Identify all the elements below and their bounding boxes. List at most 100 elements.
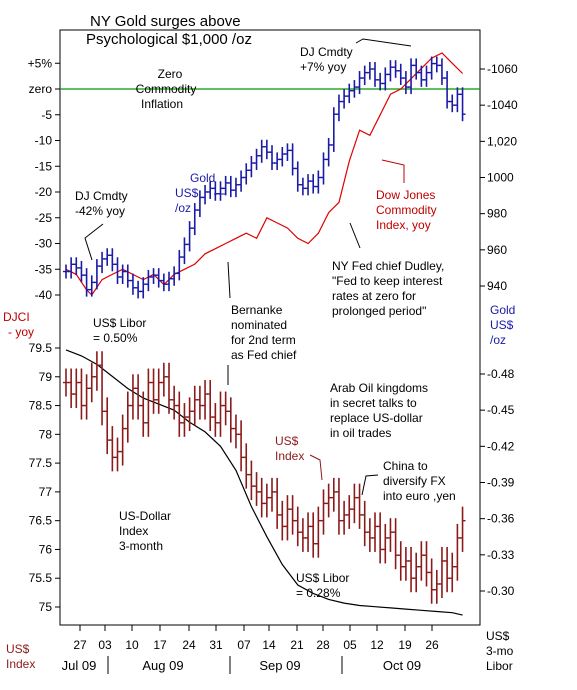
left-tick-label: -15 xyxy=(35,159,53,173)
x-tick-label: 24 xyxy=(182,638,196,652)
left-tick-label: 76.5 xyxy=(29,514,53,528)
month-label: Sep 09 xyxy=(259,658,300,673)
left-tick-label: 75 xyxy=(39,600,53,614)
x-tick-label: 28 xyxy=(316,638,330,652)
svg-text:"Fed to keep interest: "Fed to keep interest xyxy=(332,274,443,288)
right-tick-label: -0.33 xyxy=(487,548,515,562)
right-tick-label: -1060 xyxy=(487,62,518,76)
chart-title-line-2: Psychological $1,000 /oz xyxy=(86,31,252,48)
svg-text:nominated: nominated xyxy=(231,318,287,332)
svg-text:replace US-dollar: replace US-dollar xyxy=(330,411,423,425)
month-label: Aug 09 xyxy=(142,658,183,673)
right-tick-label: 1,020 xyxy=(487,134,517,148)
svg-text:= 0.50%: = 0.50% xyxy=(93,331,138,345)
usd-axis-label-2: Index xyxy=(6,657,35,671)
svg-text:Dow Jones: Dow Jones xyxy=(376,188,435,202)
svg-text:DJ Cmdty: DJ Cmdty xyxy=(300,45,353,59)
left-tick-label: +5% xyxy=(28,56,53,70)
right-tick-label: 1000 xyxy=(487,171,514,185)
x-tick-label: 27 xyxy=(73,638,87,652)
x-axis-months: Jul 09 Aug 09 Sep 09 Oct 09 xyxy=(62,656,421,674)
svg-text:US$: US$ xyxy=(175,186,199,200)
x-tick-label: 19 xyxy=(398,638,412,652)
svg-text:Commodity: Commodity xyxy=(136,82,197,96)
series-layer xyxy=(63,52,466,616)
right-tick-label: 940 xyxy=(487,279,507,293)
annotation-dow-jones: Dow Jones Commodity Index, yoy xyxy=(376,159,437,232)
left-tick-label: -20 xyxy=(35,185,53,199)
libor-axis-label-1: US$ xyxy=(486,629,510,643)
left-tick-label: 79.5 xyxy=(29,341,53,355)
gold-axis-label-3: /oz xyxy=(490,333,506,347)
annotation-dj-cmdty-low: DJ Cmdty -42% yoy xyxy=(75,189,128,261)
left-tick-label: 78.5 xyxy=(29,399,53,413)
svg-text:Inflation: Inflation xyxy=(141,97,183,111)
svg-text:US$: US$ xyxy=(275,434,299,448)
annotation-fed-dudley: NY Fed chief Dudley, "Fed to keep intere… xyxy=(332,222,444,318)
svg-text:China to: China to xyxy=(383,459,428,473)
x-tick-label: 07 xyxy=(237,638,251,652)
svg-text:diversify FX: diversify FX xyxy=(383,474,446,488)
svg-text:NY Fed chief Dudley,: NY Fed chief Dudley, xyxy=(332,259,444,273)
month-label: Jul 09 xyxy=(62,658,97,673)
svg-text:Commodity: Commodity xyxy=(376,203,437,217)
x-tick-label: 26 xyxy=(425,638,439,652)
left-tick-label: -10 xyxy=(35,134,53,148)
left-tick-label: zero xyxy=(29,82,53,96)
svg-text:/oz: /oz xyxy=(175,201,191,215)
svg-text:Arab Oil kingdoms: Arab Oil kingdoms xyxy=(330,381,428,395)
annotation-libor-050: US$ Libor = 0.50% xyxy=(93,316,146,345)
x-tick-label: 05 xyxy=(343,638,357,652)
left-axis-bottom-ticks: 79.5 79 78.5 78 77.5 77 76.5 76 75.5 75 xyxy=(29,341,60,614)
svg-text:+7% yoy: +7% yoy xyxy=(300,60,346,74)
right-tick-label: 980 xyxy=(487,207,507,221)
svg-text:Index: Index xyxy=(119,524,148,538)
annotation-bernanke: Bernanke nominated for 2nd term as Fed c… xyxy=(227,261,297,385)
svg-text:rates at zero for: rates at zero for xyxy=(332,289,416,303)
svg-text:Index: Index xyxy=(275,449,304,463)
svg-text:Index, yoy: Index, yoy xyxy=(376,218,431,232)
right-tick-label: -0.39 xyxy=(487,476,515,490)
chart-title-line-1: NY Gold surges above xyxy=(90,13,241,30)
annotation-pointer xyxy=(361,474,379,496)
djci-axis-label-1: DJCI xyxy=(3,310,30,324)
svg-text:US-Dollar: US-Dollar xyxy=(119,509,171,523)
gold-axis-label-2: US$ xyxy=(490,318,514,332)
annotation-usd-dollar-index: US-Dollar Index 3-month xyxy=(119,509,171,553)
svg-text:Bernanke: Bernanke xyxy=(231,303,283,317)
annotation-libor-028: US$ Libor = 0.28% xyxy=(296,571,349,600)
left-tick-label: -25 xyxy=(35,211,53,225)
annotation-arab-oil: Arab Oil kingdoms in secret talks to rep… xyxy=(330,381,428,440)
svg-text:Zero: Zero xyxy=(158,67,183,81)
svg-text:Gold: Gold xyxy=(190,171,215,185)
left-tick-label: -5 xyxy=(41,108,52,122)
svg-text:into euro ,yen: into euro ,yen xyxy=(383,489,456,503)
x-tick-label: 31 xyxy=(209,638,223,652)
libor-axis-label-2: 3-mo xyxy=(486,644,514,658)
x-tick-label: 12 xyxy=(370,638,384,652)
annotation-dj-cmdty-top: DJ Cmdty +7% yoy xyxy=(300,38,412,74)
gold-axis-label-1: Gold xyxy=(490,303,515,317)
right-tick-label: -0.48 xyxy=(487,367,515,381)
annotation-pointer xyxy=(381,159,405,183)
annotation-usd-index: US$ Index xyxy=(275,434,323,481)
right-axis-bottom-ticks: -0.48 -0.45 -0.42 -0.39 -0.36 -0.33 -0.30 xyxy=(480,367,515,598)
x-tick-label: 03 xyxy=(98,638,112,652)
left-tick-label: 79 xyxy=(39,370,53,384)
djci-axis-label-2: - yoy xyxy=(8,325,34,339)
x-tick-label: 10 xyxy=(125,638,139,652)
annotation-gold-label: Gold US$ /oz xyxy=(175,171,225,215)
svg-text:3-month: 3-month xyxy=(119,539,163,553)
svg-text:as Fed chief: as Fed chief xyxy=(231,348,297,362)
left-tick-label: 75.5 xyxy=(29,571,53,585)
left-tick-label: -40 xyxy=(35,288,53,302)
left-tick-label: -30 xyxy=(35,237,53,251)
usd-axis-label-1: US$ xyxy=(6,642,30,656)
left-tick-label: 77.5 xyxy=(29,456,53,470)
left-axis-top-ticks: +5% zero -5 -10 -15 -20 -25 -30 -35 -40 xyxy=(28,56,60,302)
annotation-pointer xyxy=(355,38,412,47)
annotation-pointer xyxy=(227,261,231,299)
annotation-pointer xyxy=(84,223,104,261)
left-tick-label: 76 xyxy=(39,542,53,556)
